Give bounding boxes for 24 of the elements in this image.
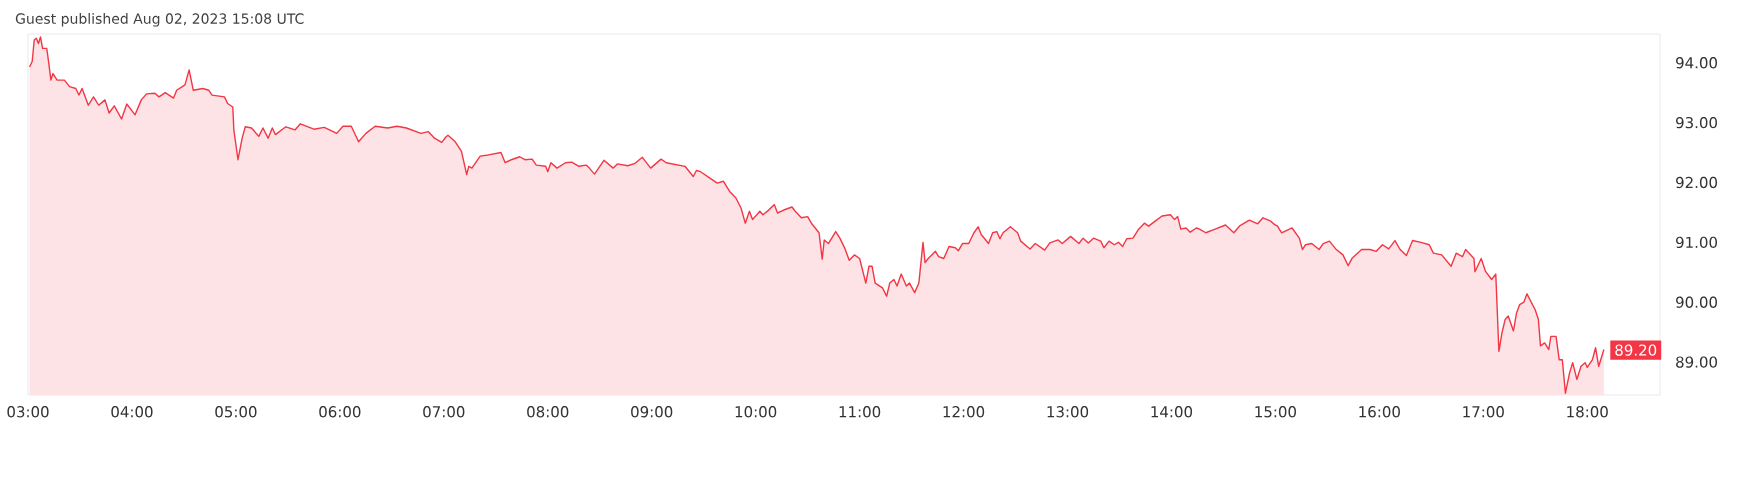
x-tick-label: 08:00: [527, 406, 569, 418]
y-tick-label: 93.00: [1676, 116, 1717, 129]
x-tick-label: 04:00: [111, 406, 153, 418]
y-tick-label: 89.00: [1676, 356, 1717, 368]
x-tick-label: 06:00: [319, 406, 361, 418]
x-tick-label: 10:00: [735, 406, 777, 418]
x-tick-label: 07:00: [423, 406, 465, 418]
y-tick-label: 92.00: [1676, 176, 1717, 189]
y-tick-label: 90.00: [1676, 296, 1717, 308]
x-tick-label: 13:00: [1047, 406, 1089, 418]
x-tick-label: 05:00: [215, 406, 257, 418]
x-tick-label: 15:00: [1255, 406, 1296, 418]
x-tick-label: 18:00: [1567, 406, 1608, 418]
x-tick-label: 14:00: [1151, 406, 1193, 418]
x-tick-label: 09:00: [631, 406, 673, 418]
x-tick-label: 11:00: [839, 406, 881, 418]
x-tick-label: 16:00: [1359, 406, 1400, 418]
x-tick-label: 12:00: [943, 406, 985, 418]
x-tick-label: 03:00: [7, 406, 49, 418]
x-tick-label: 17:00: [1463, 406, 1504, 418]
y-tick-label: 94.00: [1676, 57, 1717, 69]
chart-title: Guest published Aug 02, 2023 15:08 UTC: [15, 13, 304, 27]
annotation: 89.20: [1615, 344, 1657, 356]
y-tick-label: 91.00: [1676, 236, 1717, 249]
